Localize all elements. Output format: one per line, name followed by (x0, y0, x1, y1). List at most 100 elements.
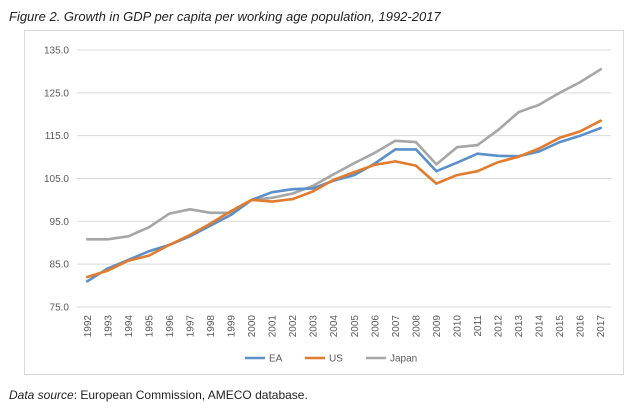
x-tick-label: 2009 (432, 315, 443, 338)
data-point-us (455, 173, 459, 177)
series-line-us (85, 119, 603, 279)
data-point-ea (414, 148, 418, 151)
data-point-ea (311, 187, 315, 190)
x-tick-label: 2007 (391, 315, 402, 338)
data-point-japan (599, 68, 602, 71)
data-point-ea (86, 280, 89, 283)
data-point-ea (353, 173, 356, 177)
data-point-japan (209, 211, 212, 214)
legend-label-ea: EA (269, 354, 283, 365)
data-point-us (414, 164, 418, 167)
data-point-us (558, 136, 561, 140)
data-point-us (188, 233, 192, 237)
chart-area: 75.0 85.0 95.0 105.0 115.0 125.0 135.0 1992 199… (24, 30, 624, 375)
data-point-japan (86, 238, 89, 241)
data-point-ea (558, 140, 561, 144)
x-tick-label: 1995 (144, 315, 155, 338)
x-tick-label: 2013 (514, 315, 525, 338)
x-tick-label: 2008 (411, 315, 422, 338)
x-tick-label: 2015 (555, 315, 566, 338)
data-point-japan (578, 80, 582, 84)
data-point-us (332, 178, 335, 181)
x-tick-label: 2006 (370, 315, 381, 338)
x-tick-label: 2012 (494, 315, 505, 338)
data-point-japan (455, 146, 459, 149)
x-tick-label: 2014 (535, 315, 546, 338)
legend-label-us: US (329, 354, 343, 365)
data-point-japan (168, 212, 171, 215)
data-point-ea (394, 148, 397, 151)
data-point-japan (517, 110, 520, 114)
y-tick-label: 85.0 (50, 260, 70, 271)
x-tick-label: 1996 (165, 315, 176, 338)
data-point-us (106, 269, 110, 272)
data-point-ea (147, 250, 151, 253)
data-point-japan (496, 128, 500, 132)
data-point-japan (537, 103, 541, 107)
data-point-ea (270, 191, 274, 194)
data-point-japan (291, 192, 294, 195)
x-tick-label: 1999 (227, 315, 238, 338)
legend-label-japan: Japan (390, 354, 417, 365)
data-point-us (311, 190, 315, 193)
data-point-ea (537, 150, 541, 153)
y-axis-ticks: 75.0 85.0 95.0 105.0 115.0 125.0 135.0 (44, 46, 69, 314)
data-point-us (229, 209, 233, 213)
data-point-japan (558, 91, 561, 95)
x-tick-label: 1998 (206, 315, 217, 338)
x-tick-label: 2005 (350, 315, 361, 338)
x-tick-label: 2003 (309, 315, 320, 338)
x-tick-label: 1994 (124, 315, 135, 338)
data-point-us (496, 161, 500, 164)
data-point-us (599, 119, 602, 122)
y-tick-label: 115.0 (45, 131, 70, 142)
data-point-japan (188, 208, 192, 211)
x-axis-ticks: 1992 1993 1994 1995 1996 1997 1998 1999 2000 2001… (83, 315, 607, 338)
data-point-ea (435, 170, 438, 173)
data-point-japan (394, 139, 397, 143)
data-source-note: Data source: European Commission, AMECO … (9, 388, 308, 402)
data-point-japan (106, 238, 110, 241)
x-tick-label: 2002 (288, 315, 299, 338)
data-point-us (373, 163, 377, 166)
data-point-us (435, 182, 438, 185)
legend: EA US Japan (245, 354, 417, 365)
data-point-us (168, 243, 171, 247)
data-point-us (517, 155, 520, 158)
data-point-ea (578, 134, 582, 137)
x-tick-label: 2011 (473, 315, 484, 337)
gridlines (77, 49, 611, 308)
x-tick-label: 1992 (83, 315, 94, 338)
data-point-us (86, 275, 89, 279)
data-point-us (147, 254, 151, 257)
y-tick-label: 125.0 (44, 88, 69, 99)
x-tick-label: 2000 (247, 315, 258, 338)
x-tick-label: 2016 (576, 315, 587, 338)
data-point-ea (496, 154, 500, 157)
data-point-us (250, 198, 253, 202)
x-tick-label: 2001 (268, 315, 279, 338)
y-tick-label: 75.0 (50, 303, 70, 314)
data-point-ea (455, 161, 459, 164)
data-point-ea (599, 126, 602, 130)
data-point-ea (291, 188, 294, 191)
data-point-us (476, 170, 479, 173)
series-line-japan (85, 67, 603, 241)
x-tick-label: 1997 (185, 315, 196, 338)
data-point-us (578, 130, 582, 133)
data-point-japan (311, 184, 315, 187)
data-point-us (270, 200, 274, 203)
data-point-japan (414, 140, 418, 144)
data-point-japan (435, 163, 438, 166)
y-tick-label: 95.0 (50, 217, 70, 228)
data-point-us (353, 170, 356, 174)
data-point-japan (332, 173, 335, 176)
data-point-us (209, 222, 212, 225)
data-point-japan (127, 235, 130, 238)
data-point-japan (476, 143, 479, 147)
data-point-us (394, 160, 397, 163)
y-tick-label: 105.0 (44, 174, 69, 185)
data-point-japan (353, 161, 356, 165)
series-line-ea (85, 126, 603, 283)
x-tick-label: 2010 (452, 315, 463, 338)
